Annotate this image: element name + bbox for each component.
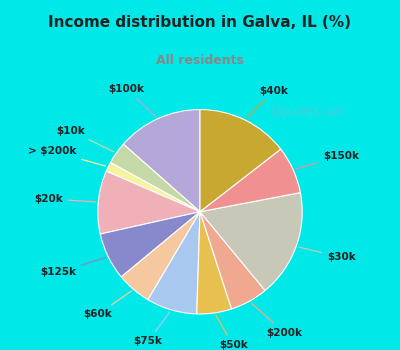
Wedge shape	[200, 110, 281, 212]
Wedge shape	[110, 144, 200, 212]
Text: $20k: $20k	[34, 194, 96, 204]
Text: Income distribution in Galva, IL (%): Income distribution in Galva, IL (%)	[48, 15, 352, 30]
Text: $60k: $60k	[84, 291, 131, 319]
Text: $30k: $30k	[299, 247, 356, 262]
Text: $125k: $125k	[40, 258, 106, 278]
Wedge shape	[98, 171, 200, 234]
Text: City-Data.com: City-Data.com	[270, 107, 344, 117]
Wedge shape	[148, 212, 200, 314]
Text: All residents: All residents	[156, 54, 244, 67]
Wedge shape	[200, 212, 265, 309]
Text: $150k: $150k	[296, 151, 359, 169]
Wedge shape	[200, 149, 300, 212]
Text: $200k: $200k	[251, 303, 302, 338]
Wedge shape	[121, 212, 200, 300]
Wedge shape	[123, 110, 200, 212]
Wedge shape	[200, 193, 302, 290]
Text: $75k: $75k	[134, 312, 170, 346]
Text: $100k: $100k	[108, 84, 156, 117]
Text: $50k: $50k	[216, 315, 248, 350]
Text: $40k: $40k	[247, 86, 288, 118]
Text: $10k: $10k	[56, 126, 114, 152]
Text: > $200k: > $200k	[28, 146, 106, 166]
Wedge shape	[106, 162, 200, 212]
Wedge shape	[100, 212, 200, 277]
Wedge shape	[197, 212, 232, 314]
